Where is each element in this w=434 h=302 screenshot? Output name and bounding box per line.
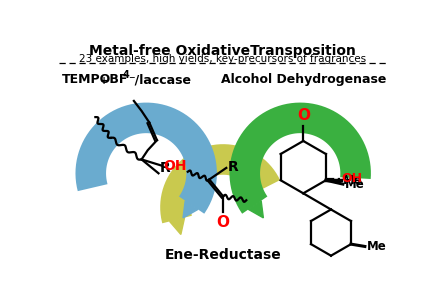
Polygon shape: [248, 201, 263, 218]
Text: O: O: [217, 215, 230, 230]
Text: Metal-free OxidativeTransposition: Metal-free OxidativeTransposition: [89, 44, 356, 58]
Polygon shape: [170, 218, 184, 234]
Text: ⁻/laccase: ⁻/laccase: [128, 73, 191, 86]
Text: Alcohol Dehydrogenase: Alcohol Dehydrogenase: [221, 73, 386, 86]
Text: Me: Me: [345, 178, 364, 191]
Text: +: +: [100, 76, 108, 86]
Text: TEMPO: TEMPO: [62, 73, 111, 86]
Text: O: O: [297, 108, 310, 123]
Text: OH: OH: [163, 159, 187, 173]
Text: R: R: [228, 160, 239, 174]
Text: Me: Me: [343, 174, 363, 187]
Text: 23 examples, high yields, key-precursors of fragrances: 23 examples, high yields, key-precursors…: [79, 54, 366, 64]
Text: BF: BF: [105, 73, 128, 86]
Text: R: R: [159, 161, 170, 175]
Polygon shape: [183, 201, 198, 218]
Text: 4: 4: [123, 70, 130, 80]
Text: Ene-Reductase: Ene-Reductase: [165, 248, 282, 262]
Text: Me: Me: [366, 240, 386, 253]
Text: OH: OH: [342, 172, 362, 185]
